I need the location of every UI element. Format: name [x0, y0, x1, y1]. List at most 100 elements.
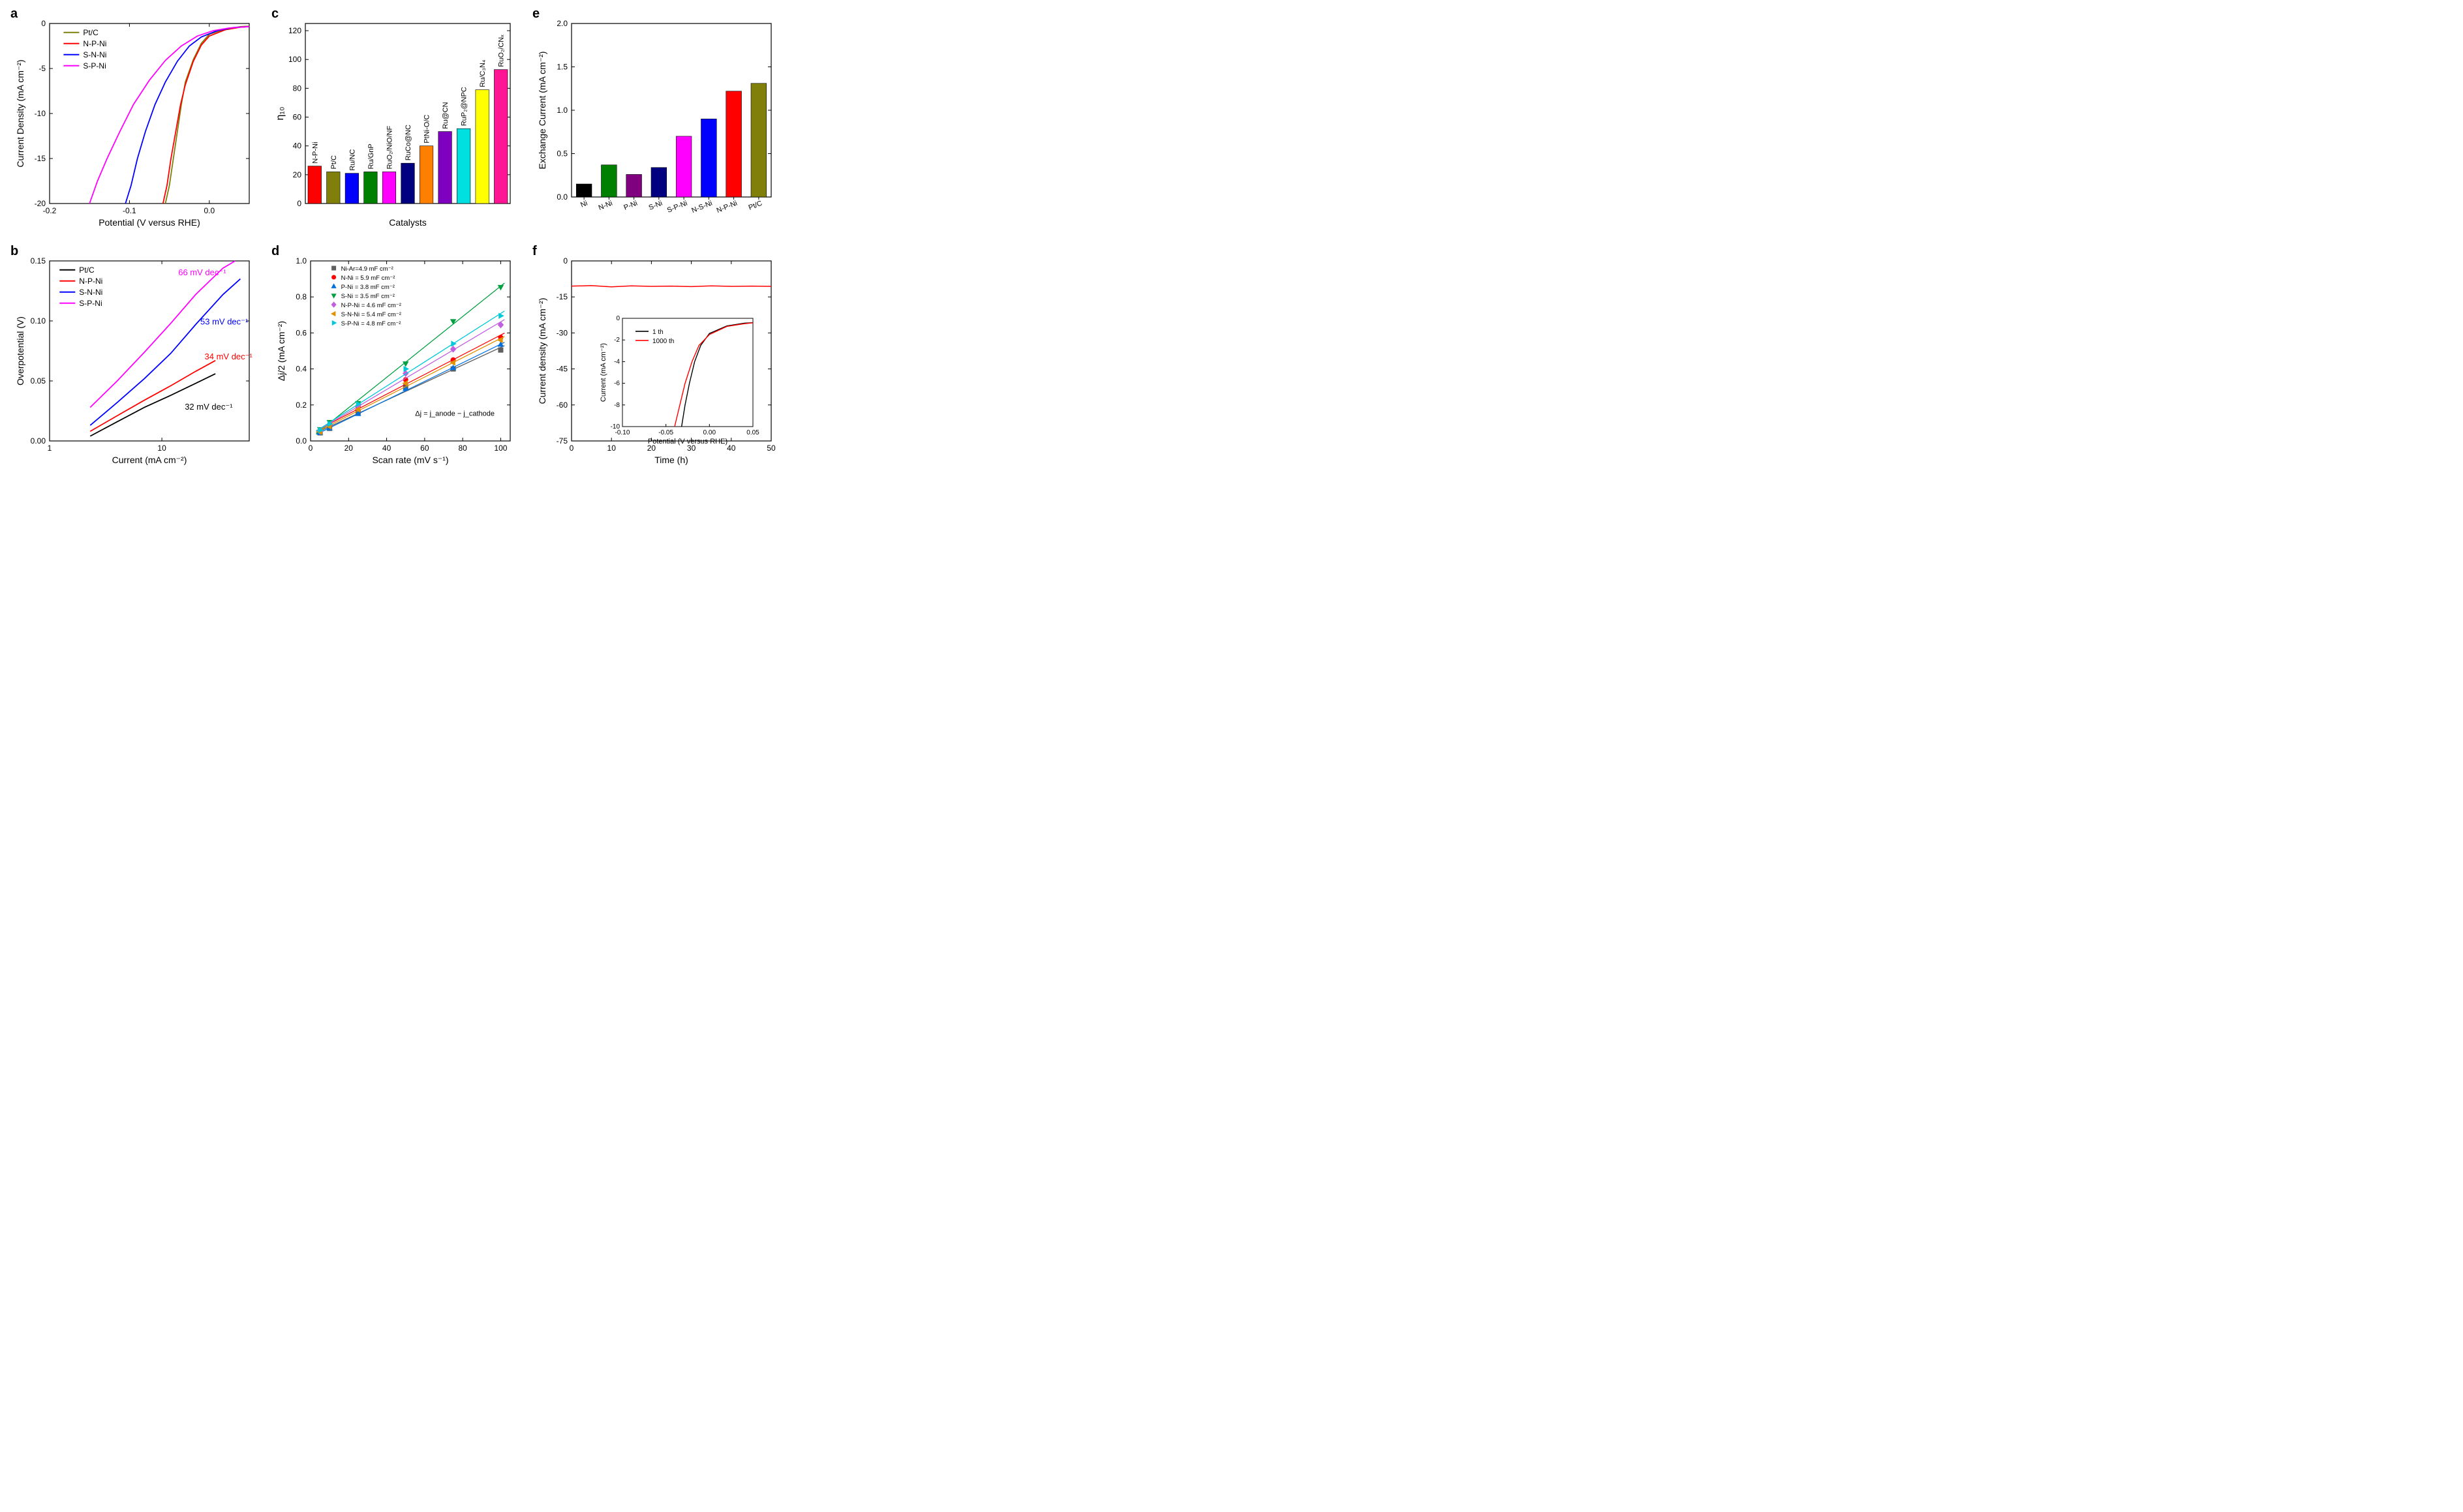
svg-text:0: 0: [570, 444, 574, 453]
svg-text:-30: -30: [557, 328, 568, 337]
svg-text:-2: -2: [614, 337, 620, 344]
svg-text:20: 20: [293, 170, 302, 179]
svg-text:Potential (V versus RHE): Potential (V versus RHE): [99, 217, 200, 228]
svg-text:S-Ni: S-Ni: [648, 200, 664, 212]
svg-text:0.5: 0.5: [557, 149, 568, 159]
svg-text:-10: -10: [611, 423, 620, 431]
svg-text:RuCo@NC: RuCo@NC: [405, 125, 412, 160]
svg-text:1.0: 1.0: [557, 106, 568, 115]
svg-text:-60: -60: [557, 401, 568, 410]
svg-text:0.0: 0.0: [296, 436, 307, 446]
svg-text:-6: -6: [614, 380, 620, 387]
svg-text:0.00: 0.00: [31, 436, 46, 446]
svg-text:0: 0: [616, 315, 620, 322]
svg-text:S-Ni = 3.5 mF cm⁻²: S-Ni = 3.5 mF cm⁻²: [341, 293, 395, 300]
svg-text:-45: -45: [557, 365, 568, 374]
svg-text:-15: -15: [557, 292, 568, 301]
figure-grid: a-0.2-0.10.0-20-15-10-50Potential (V ver…: [0, 0, 783, 480]
panel-f: f01020304050-75-60-45-30-150Time (h)Curr…: [528, 244, 784, 476]
svg-text:N-P-Ni: N-P-Ni: [79, 277, 102, 286]
svg-text:N-P-Ni: N-P-Ni: [311, 142, 319, 164]
svg-text:Δj/2 (mA cm⁻²): Δj/2 (mA cm⁻²): [276, 321, 286, 381]
svg-text:53 mV dec⁻¹: 53 mV dec⁻¹: [200, 317, 249, 327]
svg-text:1.0: 1.0: [296, 256, 307, 265]
svg-text:RuP₂@NPC: RuP₂@NPC: [461, 87, 468, 126]
svg-text:Exchange Current (mA cm⁻²): Exchange Current (mA cm⁻²): [537, 52, 547, 170]
svg-text:66 mV dec⁻¹: 66 mV dec⁻¹: [178, 267, 226, 277]
svg-text:-75: -75: [557, 436, 568, 446]
svg-text:60: 60: [420, 444, 429, 453]
svg-text:S-P-Ni: S-P-Ni: [83, 61, 106, 70]
svg-text:0: 0: [41, 19, 46, 28]
svg-text:0.8: 0.8: [296, 292, 307, 301]
svg-text:Overpotential (V): Overpotential (V): [15, 316, 25, 386]
svg-text:34 mV dec⁻¹: 34 mV dec⁻¹: [205, 352, 253, 361]
svg-text:-0.05: -0.05: [658, 429, 673, 436]
svg-text:S-P-Ni = 4.8 mF cm⁻²: S-P-Ni = 4.8 mF cm⁻²: [341, 320, 401, 327]
svg-text:0.15: 0.15: [31, 256, 46, 265]
svg-text:Current (mA cm⁻²): Current (mA cm⁻²): [112, 455, 187, 465]
svg-text:-0.1: -0.1: [123, 206, 136, 215]
svg-text:Ru/NC: Ru/NC: [348, 149, 356, 171]
svg-text:80: 80: [293, 83, 302, 93]
svg-text:0.00: 0.00: [703, 429, 716, 436]
panel-e: e0.00.51.01.52.0Exchange Current (mA cm⁻…: [528, 7, 784, 239]
svg-text:40: 40: [293, 142, 302, 151]
svg-text:0.05: 0.05: [746, 429, 759, 436]
svg-text:Potential (V versus RHE): Potential (V versus RHE): [648, 438, 727, 446]
svg-text:0.6: 0.6: [296, 328, 307, 337]
svg-text:Pt/C: Pt/C: [83, 28, 99, 37]
svg-text:2.0: 2.0: [557, 19, 568, 28]
svg-text:1: 1: [48, 444, 52, 453]
svg-text:50: 50: [767, 444, 776, 453]
svg-text:S-P-Ni: S-P-Ni: [79, 299, 102, 308]
svg-text:10: 10: [607, 444, 617, 453]
svg-text:100: 100: [288, 55, 301, 64]
svg-text:S-N-Ni: S-N-Ni: [83, 50, 106, 59]
svg-text:60: 60: [293, 113, 302, 122]
svg-text:η₁₀: η₁₀: [275, 107, 286, 121]
svg-text:0.4: 0.4: [296, 365, 307, 374]
svg-text:Ni: Ni: [579, 200, 589, 209]
panel-a: a-0.2-0.10.0-20-15-10-50Potential (V ver…: [7, 7, 262, 239]
svg-text:0: 0: [297, 199, 301, 208]
svg-text:-20: -20: [35, 199, 46, 208]
svg-text:-15: -15: [35, 154, 46, 163]
svg-text:S-N-Ni: S-N-Ni: [79, 288, 102, 297]
panel-e-label: e: [532, 7, 540, 22]
svg-text:Scan rate (mV s⁻¹): Scan rate (mV s⁻¹): [372, 455, 448, 465]
svg-text:40: 40: [727, 444, 736, 453]
panel-a-label: a: [10, 7, 18, 22]
panel-b-label: b: [10, 244, 18, 259]
svg-text:32 mV dec⁻¹: 32 mV dec⁻¹: [185, 402, 233, 412]
svg-text:N-P-Ni: N-P-Ni: [83, 39, 106, 48]
svg-text:0: 0: [309, 444, 313, 453]
svg-text:1.5: 1.5: [557, 63, 568, 72]
svg-text:RuO₂/NiO/NF: RuO₂/NiO/NF: [386, 126, 393, 170]
svg-text:Current density (mA cm⁻²): Current density (mA cm⁻²): [537, 298, 547, 404]
svg-text:-10: -10: [35, 109, 46, 118]
svg-text:120: 120: [288, 26, 301, 35]
svg-text:-5: -5: [38, 64, 46, 73]
svg-text:N-S-Ni: N-S-Ni: [690, 200, 713, 215]
svg-text:N-Ni: N-Ni: [598, 200, 614, 212]
svg-text:Current Density (mA cm⁻²): Current Density (mA cm⁻²): [15, 59, 25, 167]
svg-text:0.10: 0.10: [31, 316, 46, 325]
svg-text:80: 80: [458, 444, 467, 453]
svg-text:P-Ni: P-Ni: [622, 200, 638, 212]
svg-text:N-P-Ni = 4.6 mF cm⁻²: N-P-Ni = 4.6 mF cm⁻²: [341, 302, 401, 309]
svg-text:10: 10: [157, 444, 166, 453]
panel-d-label: d: [271, 244, 279, 259]
svg-text:0: 0: [563, 256, 568, 265]
panel-d: d0204060801000.00.20.40.60.81.0Scan rate…: [268, 244, 523, 476]
svg-text:Ni-Ar=4.9 mF cm⁻²: Ni-Ar=4.9 mF cm⁻²: [341, 265, 393, 273]
svg-text:S-P-Ni: S-P-Ni: [666, 200, 689, 215]
svg-text:20: 20: [344, 444, 354, 453]
svg-text:Ru/GnP: Ru/GnP: [367, 144, 375, 169]
svg-text:PtNi-O/C: PtNi-O/C: [423, 115, 431, 144]
svg-text:100: 100: [494, 444, 507, 453]
svg-text:-4: -4: [614, 358, 620, 365]
svg-text:S-N-Ni = 5.4 mF cm⁻²: S-N-Ni = 5.4 mF cm⁻²: [341, 311, 401, 318]
svg-text:Catalysts: Catalysts: [389, 217, 427, 228]
panel-b: b1100.000.050.100.15Current (mA cm⁻²)Ove…: [7, 244, 262, 476]
